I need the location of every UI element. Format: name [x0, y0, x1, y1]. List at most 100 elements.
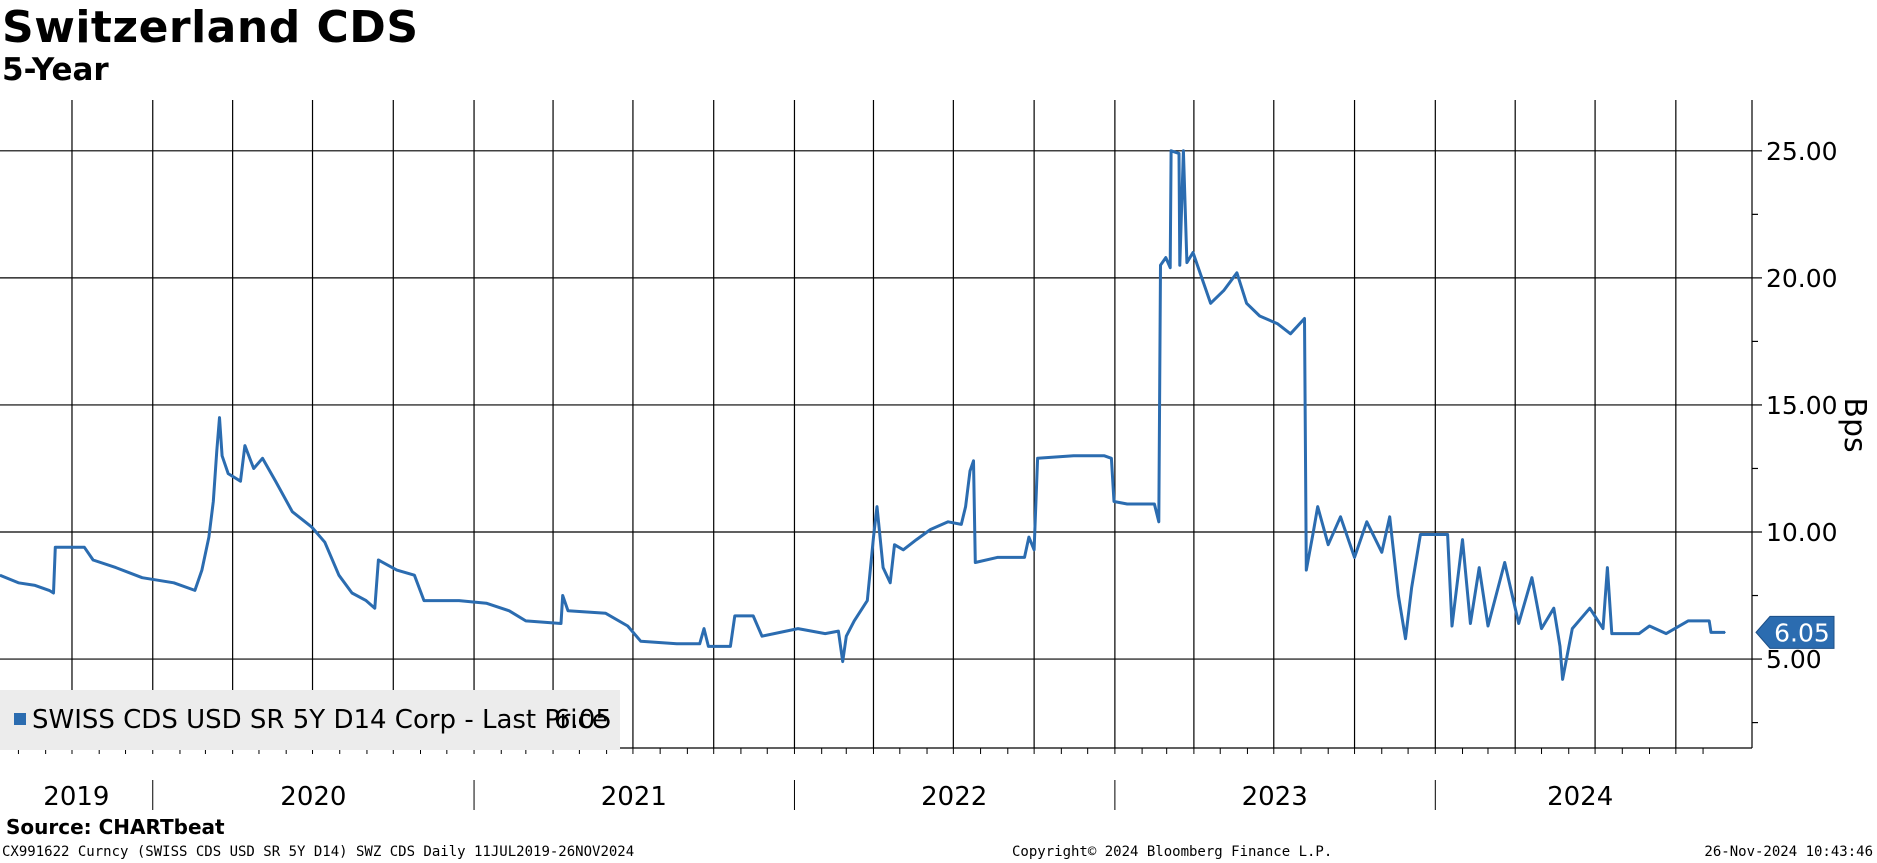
data-point	[1589, 607, 1591, 610]
data-point	[1380, 551, 1383, 554]
data-point	[824, 632, 826, 635]
data-point	[640, 640, 642, 643]
data-point	[1553, 607, 1555, 610]
chart-title: Switzerland CDS	[2, 2, 419, 53]
y-tick-label: 15.00	[1766, 391, 1838, 420]
data-point	[1113, 500, 1115, 503]
data-point	[208, 536, 210, 538]
data-point	[604, 612, 607, 615]
data-point	[1033, 548, 1035, 551]
data-point	[1561, 678, 1564, 681]
data-point	[707, 645, 710, 648]
data-point	[1153, 503, 1156, 505]
data-point	[216, 449, 218, 452]
data-point	[458, 599, 460, 602]
data-point	[1419, 533, 1422, 536]
data-point	[1236, 272, 1238, 274]
data-point	[218, 416, 221, 419]
last-price-tag: 6.05	[1755, 615, 1835, 649]
chart-subtitle: 5-Year	[2, 52, 109, 88]
data-point	[1397, 594, 1400, 597]
data-point	[413, 574, 416, 576]
data-point	[1461, 538, 1464, 541]
data-point	[969, 470, 971, 472]
data-point	[1708, 620, 1710, 622]
data-point	[1404, 637, 1407, 640]
data-point	[947, 521, 949, 523]
data-point	[676, 643, 678, 645]
x-tick-label: 2020	[280, 782, 346, 812]
data-point	[212, 500, 215, 503]
y-axis-label: Bps	[1837, 397, 1872, 452]
last-price-label: 6.05	[1774, 618, 1830, 647]
data-point	[882, 566, 884, 569]
x-axis: 2019 2020 2021 2022 2023 2024	[0, 747, 1752, 812]
data-point	[1169, 266, 1171, 269]
series-layer	[0, 149, 1726, 681]
data-point	[221, 454, 223, 457]
data-point	[1316, 505, 1319, 508]
data-point	[485, 602, 488, 604]
data-point	[1353, 556, 1356, 559]
data-point	[310, 526, 313, 528]
data-point	[1170, 150, 1172, 152]
data-point	[1209, 302, 1212, 305]
source-label: Source: CHARTbeat	[6, 815, 225, 839]
y-tick-label: 25.00	[1766, 137, 1838, 166]
data-point	[291, 510, 294, 513]
data-point	[1724, 631, 1726, 634]
y-tick-label: 20.00	[1766, 264, 1838, 293]
data-point	[1559, 645, 1561, 648]
data-point	[972, 460, 975, 462]
data-point	[1258, 315, 1261, 317]
footer-timestamp: 26-Nov-2024 10:43:46	[1704, 844, 1873, 860]
data-point	[1305, 569, 1308, 571]
data-point	[1126, 503, 1128, 505]
data-point	[872, 536, 875, 538]
data-point	[1503, 561, 1506, 564]
footer-copyright: Copyright© 2024 Bloomberg Finance L.P.	[1012, 844, 1333, 860]
data-point	[1665, 632, 1667, 635]
data-point	[252, 467, 255, 470]
data-point	[1410, 587, 1413, 589]
data-point	[324, 541, 326, 543]
data-point	[1540, 627, 1543, 630]
data-point	[1179, 264, 1181, 266]
data-point	[626, 625, 629, 627]
data-point	[729, 645, 732, 648]
data-point	[525, 620, 527, 622]
data-point	[395, 569, 398, 571]
data-point	[1446, 533, 1449, 536]
data-point	[964, 505, 967, 508]
data-point	[377, 559, 380, 561]
data-point	[83, 546, 86, 549]
data-point	[34, 584, 36, 587]
data-point	[1186, 261, 1188, 264]
data-point	[92, 559, 94, 561]
data-point	[1469, 622, 1472, 625]
y-tick-label: 5.00	[1766, 645, 1822, 674]
data-point	[1517, 622, 1520, 625]
data-point	[173, 582, 175, 584]
data-point	[560, 622, 562, 625]
data-point	[351, 592, 353, 594]
data-point	[1648, 625, 1651, 627]
data-point	[1182, 150, 1185, 152]
y-tick-label: 10.00	[1766, 518, 1838, 547]
data-point	[893, 543, 896, 546]
series-line	[0, 149, 1725, 681]
data-point	[1157, 521, 1160, 523]
data-point	[1366, 521, 1368, 523]
data-point	[1451, 625, 1453, 627]
data-point	[365, 599, 367, 602]
data-point	[423, 599, 425, 602]
legend-swatch	[14, 713, 26, 725]
y-axis: 5.00 10.00 15.00 20.00 25.00 Bps	[1751, 100, 1872, 748]
data-point	[244, 444, 246, 447]
data-point	[0, 574, 1, 576]
x-tick-label: 2019	[43, 782, 109, 812]
data-point	[902, 548, 905, 551]
x-tick-label: 2022	[921, 782, 987, 812]
legend-series-label: SWISS CDS USD SR 5Y D14 Corp - Last Pric…	[32, 705, 608, 735]
